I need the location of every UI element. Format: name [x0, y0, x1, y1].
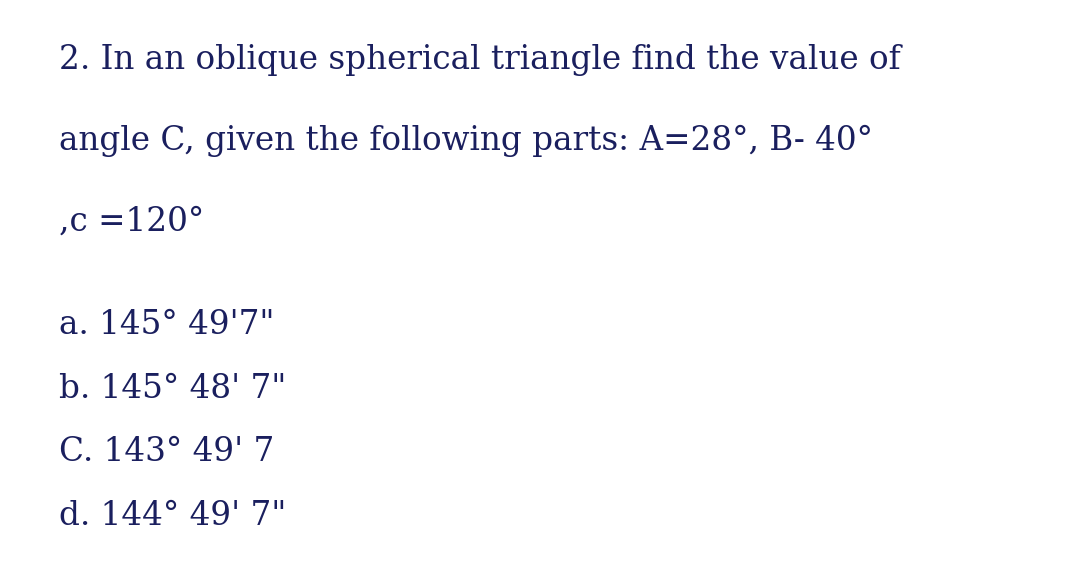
Text: b. 145° 48' 7": b. 145° 48' 7" [59, 373, 287, 405]
Text: a. 145° 49'7": a. 145° 49'7" [59, 309, 275, 342]
Text: ,c =120°: ,c =120° [59, 206, 204, 238]
Text: angle C, given the following parts: A=28°, B- 40°: angle C, given the following parts: A=28… [59, 125, 874, 157]
Text: d. 144° 49' 7": d. 144° 49' 7" [59, 499, 287, 532]
Text: C. 143° 49' 7: C. 143° 49' 7 [59, 436, 274, 468]
Text: 2. In an oblique spherical triangle find the value of: 2. In an oblique spherical triangle find… [59, 44, 901, 77]
